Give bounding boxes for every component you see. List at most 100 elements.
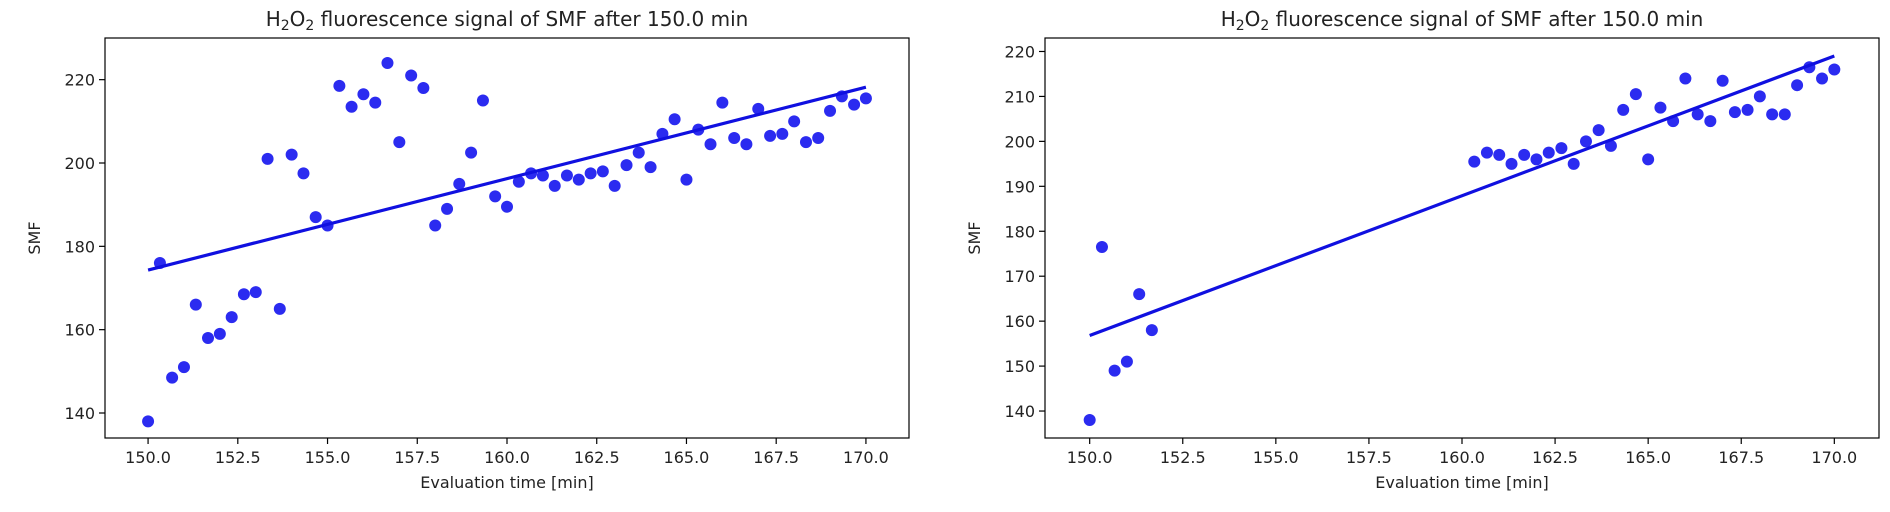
data-point [608,179,621,192]
data-point [1505,157,1518,170]
title-text: O [1245,7,1261,31]
data-point [704,138,717,151]
data-point [799,136,812,149]
title-subscript: 2 [281,18,290,34]
data-point [752,102,765,115]
data-point [405,69,418,82]
data-point [501,200,513,213]
data-point [1679,72,1692,85]
data-point [668,113,681,126]
chart-title: H2O2 fluorescence signal of SMF after 15… [266,7,749,34]
data-point [512,175,525,188]
y-tick-label: 180 [1004,222,1035,241]
title-subscript: 2 [305,18,314,34]
data-point [1654,101,1667,114]
data-point [716,96,729,109]
y-tick-label: 140 [1004,402,1035,421]
x-axis-label: Evaluation time [min] [420,473,593,492]
data-point [1704,115,1717,128]
title-text: H [266,7,281,31]
x-tick-label: 152.5 [215,448,261,467]
data-point [728,132,741,144]
data-point [1567,157,1580,170]
data-point [357,88,370,101]
data-point [812,132,825,144]
plot-area-frame [104,37,910,439]
x-tick-label: 157.5 [1346,448,1392,467]
data-point [1592,124,1605,137]
y-tick-label: 200 [1004,132,1035,151]
x-tick-label: 160.0 [1439,448,1485,467]
data-point [1555,142,1568,155]
data-point [166,371,179,384]
data-point [644,161,657,174]
data-point [345,100,358,113]
data-point [572,173,585,186]
data-point [297,167,310,180]
data-point [632,146,645,159]
data-point [620,159,633,172]
data-point [249,286,262,299]
data-point [1530,153,1543,166]
data-point [1642,153,1655,166]
x-tick-label: 165.0 [1625,448,1671,467]
data-point [369,96,382,109]
data-point [189,298,202,311]
x-tick-label: 155.0 [1253,448,1299,467]
data-point [1468,155,1481,168]
data-point [1493,148,1506,161]
y-tick-label: 210 [1004,87,1035,106]
data-point [441,202,454,215]
x-axis-label: Evaluation time [min] [1375,473,1548,492]
x-tick-label: 150.0 [1067,448,1113,467]
data-point [1778,108,1791,121]
title-text: H [1221,7,1236,31]
x-tick-label: 155.0 [305,448,351,467]
data-point [740,138,753,151]
y-tick-label: 160 [1004,312,1035,331]
data-point [1617,103,1630,116]
x-tick-label: 157.5 [394,448,440,467]
y-axis-label: SMF [965,221,984,254]
x-tick-label: 152.5 [1160,448,1206,467]
x-tick-label: 167.5 [1718,448,1764,467]
y-tick-label: 220 [1004,42,1035,61]
y-tick-label: 200 [64,154,95,173]
data-point [213,327,226,340]
data-point [273,302,286,315]
data-point [1480,146,1493,159]
y-tick-label: 190 [1004,177,1035,196]
data-point [417,82,430,94]
data-point [548,179,561,192]
y-tick-label: 150 [1004,357,1035,376]
data-point [1133,288,1146,301]
data-point [764,129,777,142]
data-point [1518,148,1531,161]
data-point [1816,72,1829,85]
x-tick-label: 165.0 [664,448,710,467]
data-point [285,148,298,161]
data-point [225,311,238,324]
data-point [1691,108,1704,121]
chart-1: 150.0 152.5 155.0 157.5 160.0 162.5 165.0 167.5… [25,7,910,492]
data-point [202,332,215,344]
data-point [142,415,155,428]
data-point [788,115,801,128]
data-point [776,127,789,140]
x-tick-label: 170.0 [843,448,889,467]
data-point [1728,106,1741,119]
data-point [333,79,346,92]
data-point [465,146,478,159]
data-point [381,57,394,69]
y-tick-label: 180 [64,237,95,256]
data-point [848,98,861,111]
data-point [489,190,502,203]
y-tick-label: 140 [64,404,95,423]
data-point [1604,139,1617,152]
title-subscript: 2 [1236,18,1245,34]
data-point [429,219,442,232]
title-text: fluorescence signal of SMF after 150.0 m… [1269,7,1703,31]
data-point [1716,74,1729,87]
data-point [1828,63,1841,76]
